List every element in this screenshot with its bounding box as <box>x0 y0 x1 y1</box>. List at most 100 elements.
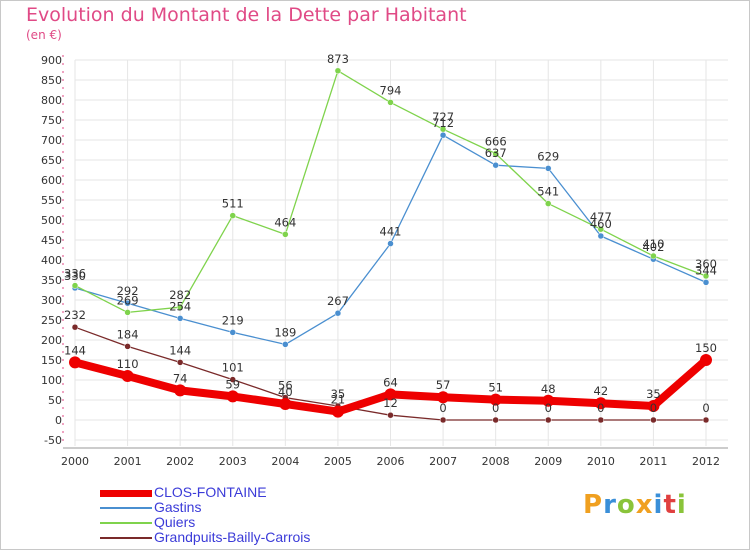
data-label: 40 <box>278 385 293 399</box>
data-label: 541 <box>537 185 559 199</box>
data-label: 42 <box>594 384 609 398</box>
data-point <box>229 329 236 336</box>
data-label: 336 <box>64 267 86 281</box>
data-label: 0 <box>702 401 709 415</box>
data-label: 712 <box>432 116 454 130</box>
legend-item-gastins[interactable]: Gastins <box>100 499 201 515</box>
data-label: 464 <box>274 215 296 229</box>
x-tick-label: 2012 <box>692 455 720 468</box>
data-point <box>121 370 134 382</box>
data-point <box>597 225 605 233</box>
y-tick-label: 600 <box>41 174 62 187</box>
data-label: 57 <box>436 378 451 392</box>
data-point <box>384 388 397 401</box>
data-point <box>545 416 552 424</box>
data-point <box>176 315 184 322</box>
legend-label: Gastins <box>154 499 202 515</box>
data-label: 0 <box>597 401 604 415</box>
data-label: 35 <box>646 387 661 401</box>
y-tick-label: 350 <box>41 274 62 287</box>
data-label: 477 <box>590 210 612 224</box>
data-label: 110 <box>117 357 139 371</box>
y-tick-label: 850 <box>41 74 62 87</box>
data-point <box>279 398 292 410</box>
y-tick-label: 900 <box>41 54 62 67</box>
data-label: 269 <box>117 293 139 307</box>
x-tick-label: 2007 <box>429 455 457 468</box>
data-point <box>492 416 499 424</box>
data-label: 344 <box>695 263 717 277</box>
axis-layer: -500501001502002503003504004505005506006… <box>41 54 728 468</box>
data-label: 637 <box>485 146 507 160</box>
data-label: 35 <box>331 387 346 401</box>
data-label: 51 <box>488 381 503 395</box>
data-label: 873 <box>327 52 349 66</box>
data-point <box>647 400 660 412</box>
y-tick-label: 400 <box>41 254 62 267</box>
chart-unit-label: (en €) <box>26 28 62 42</box>
data-label: 150 <box>695 341 717 355</box>
y-tick-label: 750 <box>41 114 62 127</box>
data-point <box>545 200 552 207</box>
data-point <box>594 397 607 410</box>
logo-letter: r <box>603 490 617 520</box>
data-point <box>334 309 342 317</box>
y-tick-label: -50 <box>44 434 62 447</box>
legend-item-quiers[interactable]: Quiers <box>100 514 195 530</box>
data-label: 232 <box>64 308 86 322</box>
data-point <box>650 252 657 260</box>
data-point <box>545 165 552 172</box>
data-point <box>174 384 187 397</box>
data-label: 629 <box>537 149 559 163</box>
data-point <box>69 356 81 369</box>
data-label: 410 <box>642 237 664 251</box>
data-label: 101 <box>222 361 244 375</box>
data-point <box>439 416 447 424</box>
x-tick-label: 2006 <box>377 455 405 468</box>
y-tick-label: 250 <box>41 314 62 327</box>
data-label: 144 <box>169 343 191 357</box>
y-tick-label: 300 <box>41 294 62 307</box>
data-point <box>334 67 342 75</box>
data-label: 144 <box>64 343 86 357</box>
logo-letter: o <box>616 490 636 520</box>
data-point <box>597 232 605 240</box>
data-label-layer: 144 110 74 59 40 21 64 57 51 48 42 35 150 330 292 254 21… <box>64 52 717 415</box>
legend-item-clos-fontaine[interactable]: CLOS-FONTAINE <box>100 484 267 500</box>
x-tick-label: 2008 <box>482 455 510 468</box>
data-point <box>439 125 447 133</box>
y-tick-label: 650 <box>41 154 62 167</box>
x-tick-label: 2009 <box>534 455 562 468</box>
data-point <box>439 131 447 139</box>
x-tick-label: 2001 <box>114 455 142 468</box>
legend-label: Quiers <box>154 514 196 530</box>
data-label: 292 <box>117 284 139 298</box>
data-point <box>176 303 184 311</box>
data-point <box>542 394 555 407</box>
x-tick-label: 2002 <box>166 455 194 468</box>
data-label: 0 <box>439 401 446 415</box>
data-label: 74 <box>173 371 188 385</box>
data-point <box>387 240 394 247</box>
data-label: 666 <box>485 135 507 149</box>
logo-letter: i <box>676 490 687 520</box>
logo-letter: P <box>583 490 604 520</box>
data-label: 12 <box>383 396 398 410</box>
data-label: 64 <box>383 375 398 389</box>
data-point <box>282 341 289 348</box>
series-layer <box>69 67 712 424</box>
data-point <box>702 279 710 286</box>
x-tick-label: 2005 <box>324 455 352 468</box>
data-point <box>492 161 499 169</box>
data-point <box>702 272 710 280</box>
proxiti-logo: Proxiti <box>583 490 687 520</box>
x-tick-label: 2010 <box>587 455 615 468</box>
y-tick-label: 150 <box>41 354 62 367</box>
legend-item-grandpuits[interactable]: Grandpuits-Bailly-Carrois <box>100 529 310 545</box>
data-point <box>387 99 394 106</box>
data-label: 0 <box>545 401 552 415</box>
data-point <box>282 231 289 238</box>
data-point <box>124 299 131 307</box>
